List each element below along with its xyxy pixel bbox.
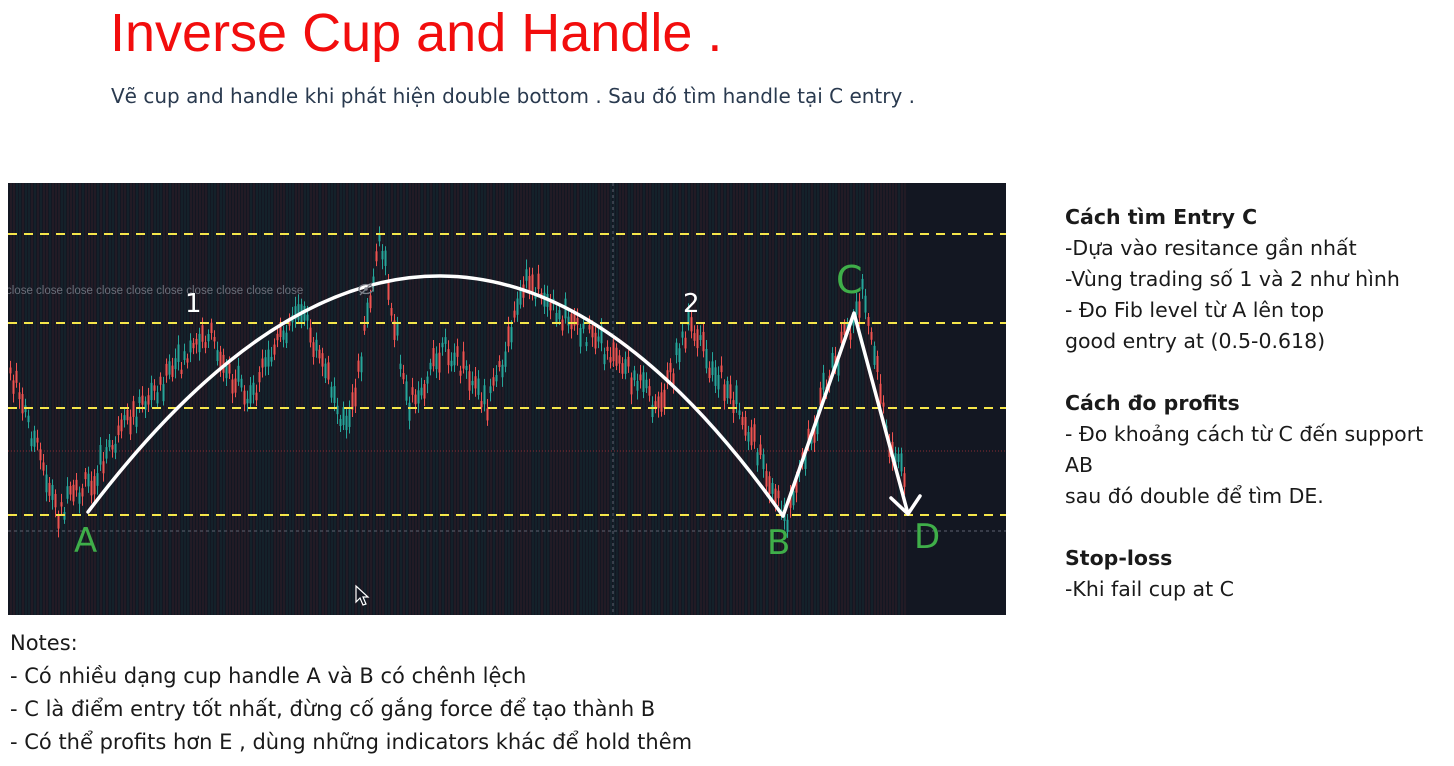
cursor-arrow-icon bbox=[355, 584, 370, 606]
stop-loss-line: -Khi fail cup at C bbox=[1065, 577, 1234, 601]
point-label-d: D bbox=[914, 517, 940, 557]
spacer bbox=[1065, 357, 1450, 388]
entry-line: -Vùng trading số 1 và 2 như hình bbox=[1065, 267, 1400, 291]
entry-line: -Dựa vào resitance gần nhất bbox=[1065, 236, 1357, 260]
stop-loss-heading: Stop-loss bbox=[1065, 546, 1173, 570]
volume-stripes bbox=[10, 183, 906, 615]
handle-zigzag bbox=[781, 311, 910, 518]
entry-line: - Đo Fib level từ A lên top bbox=[1065, 298, 1325, 322]
zone-label-2: 2 bbox=[683, 289, 700, 319]
point-label-a: A bbox=[74, 521, 97, 561]
profit-line: AB bbox=[1065, 453, 1094, 477]
notes-heading: Notes: bbox=[10, 631, 78, 655]
arrow-head bbox=[889, 494, 922, 516]
note-line: - Có nhiều dạng cup handle A và B có chê… bbox=[10, 664, 527, 688]
note-line: - C là điểm entry tốt nhất, đừng cố gắng… bbox=[10, 697, 656, 721]
cup-arc bbox=[86, 274, 785, 518]
entry-heading: Cách tìm Entry C bbox=[1065, 205, 1258, 229]
entry-line: good entry at (0.5-0.618) bbox=[1065, 329, 1326, 353]
profit-heading: Cách đo profits bbox=[1065, 391, 1240, 415]
strategy-panel: Cách tìm Entry C -Dựa vào resitance gần … bbox=[1065, 202, 1450, 605]
notes-section: Notes: - Có nhiều dạng cup handle A và B… bbox=[10, 627, 910, 759]
page-subtitle: Vẽ cup and handle khi phát hiện double b… bbox=[111, 84, 916, 108]
profit-line: - Đo khoảng cách từ C đến support bbox=[1065, 422, 1424, 446]
profit-line: sau đó double để tìm DE. bbox=[1065, 484, 1324, 508]
eye-off-icon[interactable] bbox=[358, 282, 374, 296]
series-legend: close close close close close close clos… bbox=[8, 285, 303, 297]
spacer bbox=[1065, 512, 1450, 543]
point-label-c: C bbox=[836, 258, 863, 302]
note-line: - Có thể profits hơn E , dùng những indi… bbox=[10, 730, 693, 754]
price-chart[interactable]: close close close close close close clos… bbox=[8, 183, 1006, 615]
point-label-b: B bbox=[767, 523, 790, 563]
chart-canvas[interactable]: close close close close close close clos… bbox=[8, 183, 1006, 615]
zone-label-1: 1 bbox=[185, 289, 202, 319]
page-title: Inverse Cup and Handle . bbox=[110, 3, 723, 63]
level-lines bbox=[8, 233, 1006, 516]
